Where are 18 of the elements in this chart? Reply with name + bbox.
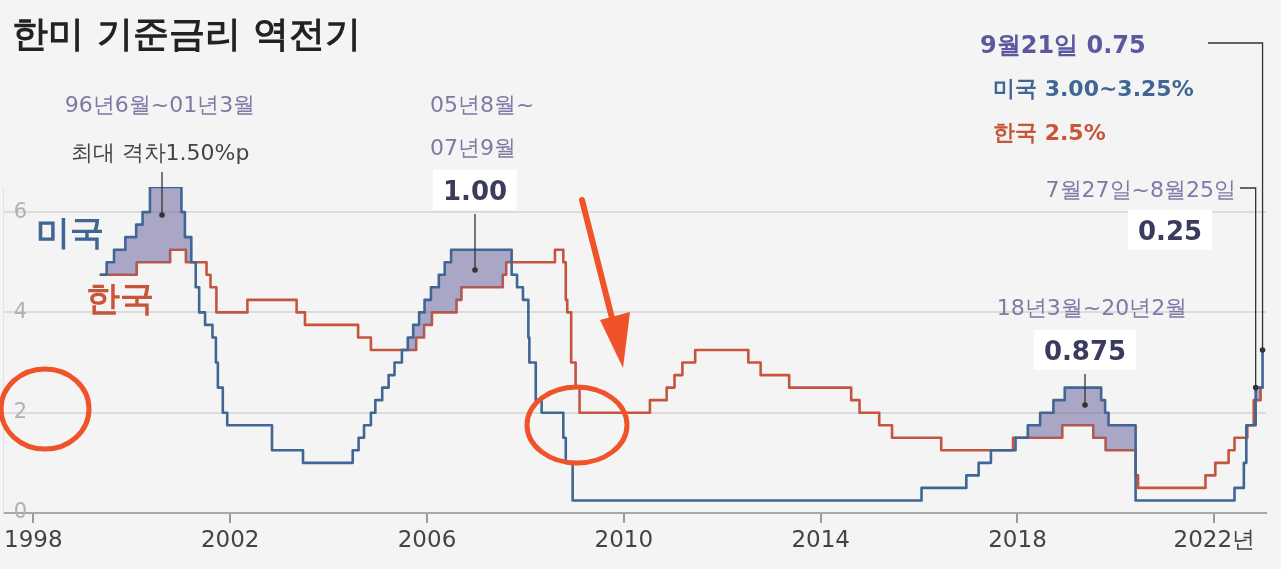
x-tick-label: 2022년 [1173, 525, 1256, 552]
y-tick-label: 2 [13, 399, 28, 424]
x-tick-label: 1998 [4, 525, 63, 552]
y-tick-label: 4 [13, 298, 28, 323]
annotation: 05년8월~ 07년9월 1.00 [430, 92, 535, 206]
annotation: 18년3월~20년2월 0.875 [996, 295, 1188, 366]
x-tick-label: 2014 [791, 525, 850, 552]
series-label: 한국 [85, 277, 154, 318]
y-tick-label: 6 [13, 198, 28, 223]
chart-title: 한미 기준금리 역전기 [12, 12, 362, 56]
x-tick-label: 2006 [397, 525, 457, 552]
x-tick-label: 2010 [594, 525, 654, 552]
series-label: 미국 [35, 211, 104, 252]
text: 96년6월~01년3월 최대 격차1.50%p [64, 92, 256, 165]
x-tick-label: 2002 [200, 525, 260, 552]
x-tick-label: 2018 [988, 525, 1047, 552]
annotation: 7월27일~8월25일 0.25 [1045, 177, 1236, 246]
annotation: 9월21일 0.75 미국 3.00~3.25% 한국 2.5% [980, 31, 1194, 145]
